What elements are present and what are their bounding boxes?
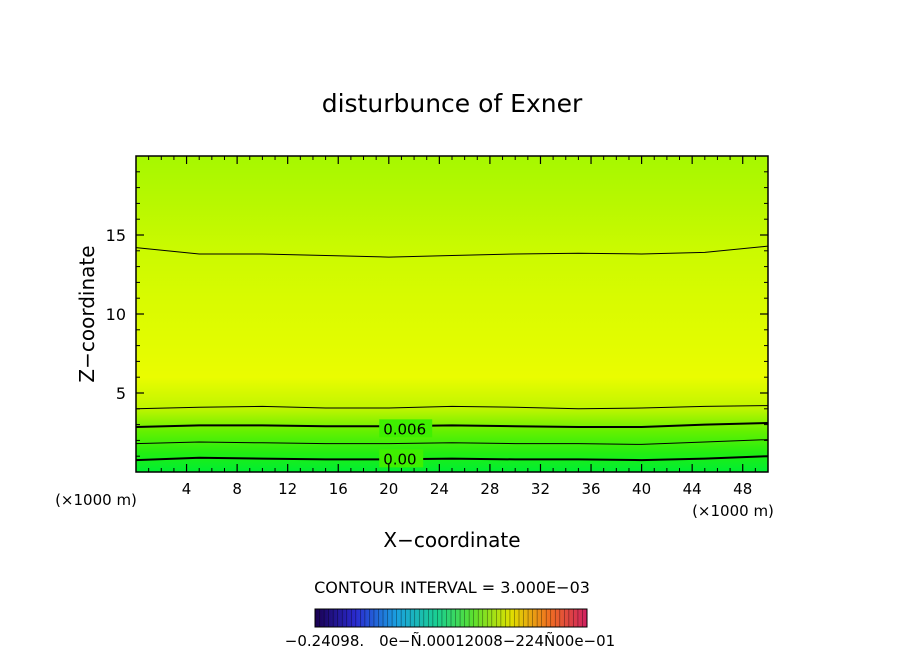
contour-line xyxy=(135,439,769,445)
y-axis-label: Z−coordinate xyxy=(75,245,99,382)
contour-label-bg xyxy=(379,419,433,438)
colorbar-ticks xyxy=(314,609,588,627)
x-axis-unit-right: (×1000 m) xyxy=(692,502,774,520)
x-tick-label: 40 xyxy=(632,480,651,498)
contour-field xyxy=(136,156,768,472)
contour-line xyxy=(135,422,769,428)
y-tick-label: 5 xyxy=(116,384,126,403)
contour-label: 0.00 xyxy=(383,450,416,468)
contour-line xyxy=(135,245,769,258)
colorbar-labels: −0.24098. 0e−Ñ.00012008−224Ñ00e−01 xyxy=(285,631,615,650)
contour-label-bg xyxy=(379,449,424,468)
x-tick-label: 16 xyxy=(329,480,348,498)
contour-label: 0.006 xyxy=(383,420,426,438)
x-tick-label: 24 xyxy=(430,480,449,498)
x-tick-label: 20 xyxy=(379,480,398,498)
x-axis-ticks: 4 8 12 16 20 24 28 32 36 40 44 48 xyxy=(148,156,756,498)
x-tick-label: 8 xyxy=(232,480,242,498)
x-tick-label: 48 xyxy=(733,480,752,498)
y-tick-label: 15 xyxy=(106,226,126,245)
x-tick-label: 44 xyxy=(683,480,702,498)
contour-lines xyxy=(135,245,769,462)
y-axis-ticks: 5 10 15 xyxy=(106,171,768,457)
contour-labels: 0.006 0.00 xyxy=(379,419,433,468)
x-axis-label: X−coordinate xyxy=(383,528,520,552)
x-tick-label: 32 xyxy=(531,480,550,498)
contour-interval-text: CONTOUR INTERVAL = 3.000E−03 xyxy=(314,578,590,597)
x-axis-unit-left: (×1000 m) xyxy=(55,491,137,509)
y-tick-label: 10 xyxy=(106,305,126,324)
x-tick-label: 28 xyxy=(480,480,499,498)
chart-title: disturbunce of Exner xyxy=(322,89,583,118)
x-tick-label: 12 xyxy=(278,480,297,498)
x-tick-label: 36 xyxy=(581,480,600,498)
contour-line xyxy=(135,455,769,462)
x-tick-label: 4 xyxy=(182,480,192,498)
contour-line xyxy=(135,405,769,410)
